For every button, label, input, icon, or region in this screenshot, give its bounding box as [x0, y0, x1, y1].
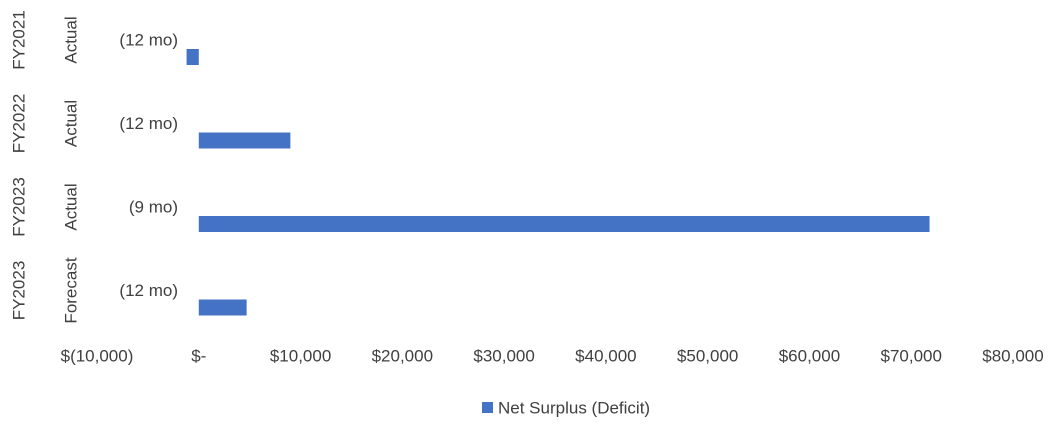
category-label: Actual — [61, 16, 80, 63]
category-label: (12 mo) — [119, 281, 178, 300]
x-tick-label: $(10,000) — [61, 346, 134, 365]
x-tick-label: $10,000 — [270, 346, 331, 365]
category-label: (12 mo) — [119, 114, 178, 133]
legend-label: Net Surplus (Deficit) — [498, 398, 650, 417]
x-tick-label: $- — [191, 346, 206, 365]
category-label: FY2022 — [9, 94, 28, 154]
bar — [198, 299, 247, 316]
bar — [198, 132, 291, 149]
category-label: Actual — [61, 183, 80, 230]
x-tick-label: $60,000 — [779, 346, 840, 365]
bar — [186, 49, 199, 65]
bar — [198, 216, 930, 232]
x-tick-label: $40,000 — [575, 346, 636, 365]
legend-swatch — [482, 402, 493, 413]
category-label: FY2023 — [9, 177, 28, 237]
category-label: (9 mo) — [129, 197, 178, 216]
x-tick-label: $30,000 — [473, 346, 534, 365]
x-tick-label: $70,000 — [880, 346, 941, 365]
category-label: Forecast — [61, 257, 80, 323]
x-tick-label: $20,000 — [372, 346, 433, 365]
category-label: FY2023 — [9, 261, 28, 321]
x-tick-label: $80,000 — [982, 346, 1043, 365]
x-tick-label: $50,000 — [677, 346, 738, 365]
category-label: FY2021 — [9, 10, 28, 70]
category-label: Actual — [61, 100, 80, 147]
category-label: (12 mo) — [119, 30, 178, 49]
